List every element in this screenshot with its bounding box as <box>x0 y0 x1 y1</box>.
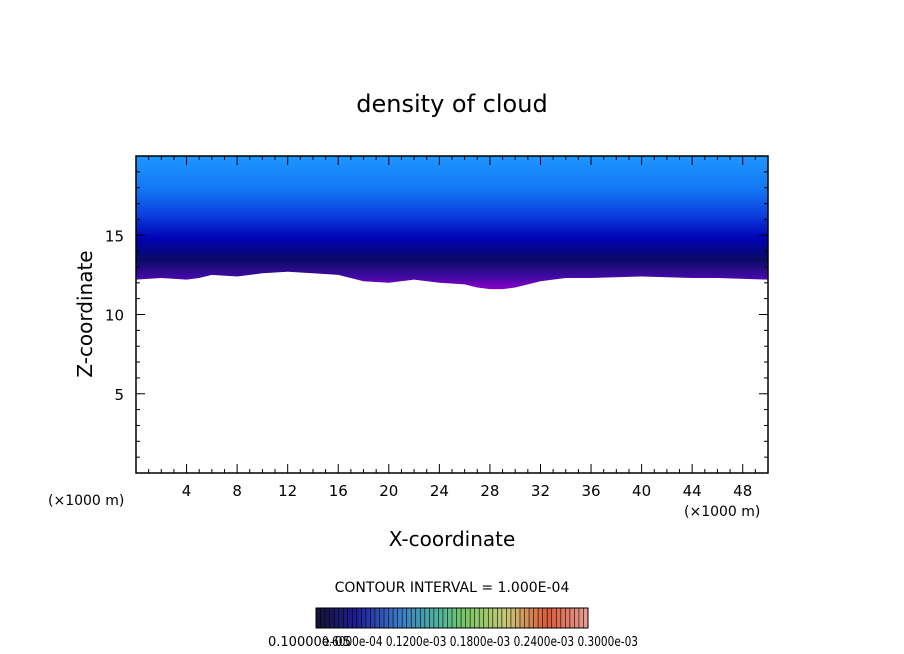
x-tick-label: 4 <box>182 482 192 500</box>
y-tick-label: 5 <box>114 386 124 404</box>
y-tick-label: 15 <box>105 227 124 245</box>
x-tick-label: 12 <box>278 482 297 500</box>
x-tick-label: 48 <box>733 482 752 500</box>
x-tick-label: 8 <box>232 482 242 500</box>
x-tick-label: 28 <box>480 482 499 500</box>
x-tick-label: 24 <box>430 482 449 500</box>
x-unit-right: (×1000 m) <box>684 504 760 520</box>
colorbar <box>315 607 589 629</box>
x-tick-label: 20 <box>379 482 398 500</box>
cloud-field <box>136 156 768 290</box>
colorbar-min-label: 0.10000e-05 <box>268 635 351 650</box>
x-axis: 4 8 12 16 20 24 28 32 36 40 44 48 <box>148 156 756 500</box>
chart-title: density of cloud <box>356 90 547 118</box>
y-axis-label: Z-coordinate <box>73 250 97 377</box>
x-tick-label: 36 <box>581 482 600 500</box>
cloud-region <box>136 156 768 290</box>
contour-interval-label: CONTOUR INTERVAL = 1.000E-04 <box>335 580 570 596</box>
y-tick-label: 10 <box>105 307 124 325</box>
x-tick-label: 40 <box>632 482 651 500</box>
x-tick-label: 16 <box>329 482 348 500</box>
x-tick-label: 44 <box>683 482 702 500</box>
y-axis: 5 10 15 <box>105 171 768 458</box>
x-axis-label: X-coordinate <box>389 527 516 551</box>
x-tick-label: 32 <box>531 482 550 500</box>
x-unit-left: (×1000 m) <box>48 493 124 509</box>
colorbar-tick-labels: 0.6000e-04 0.1200e-03 0.1800e-03 0.2400e… <box>322 635 638 650</box>
